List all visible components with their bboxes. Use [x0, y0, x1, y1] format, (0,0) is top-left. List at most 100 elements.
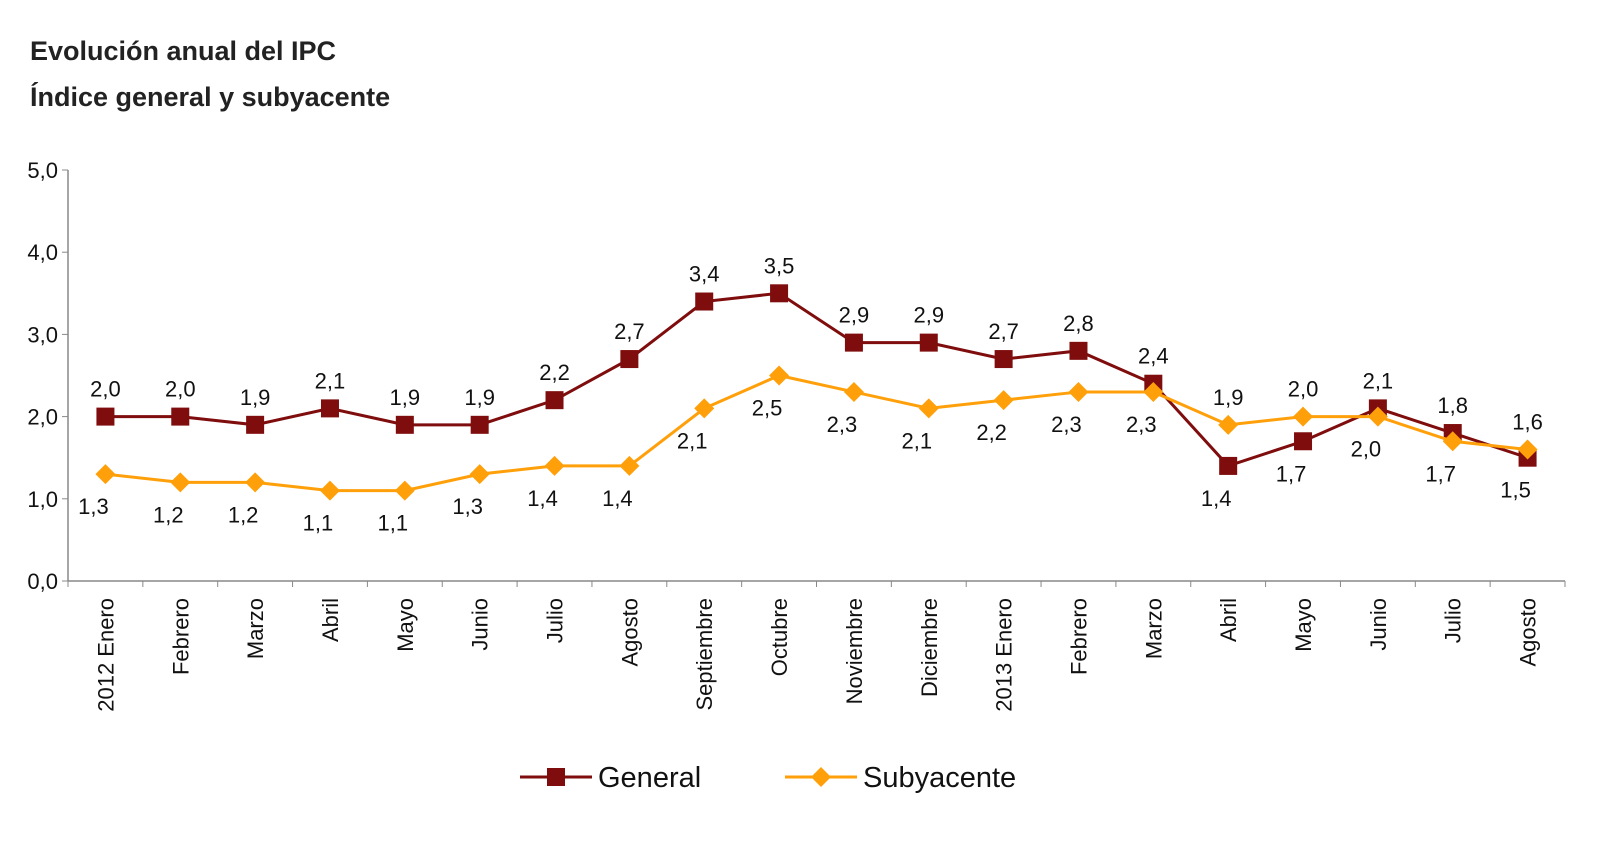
- data-label: 1,2: [228, 502, 259, 527]
- data-label: 2,1: [1363, 368, 1394, 393]
- data-point-marker: [769, 365, 790, 386]
- x-tick-label: Mayo: [1291, 598, 1316, 652]
- data-label: 2,0: [1288, 377, 1319, 402]
- data-label: 2,3: [1051, 412, 1082, 437]
- data-label: 2,9: [839, 303, 870, 328]
- data-label: 2,3: [1126, 412, 1157, 437]
- data-point-marker: [319, 480, 340, 501]
- x-tick-label: Marzo: [243, 598, 268, 659]
- x-tick-label: Diciembre: [917, 598, 942, 697]
- data-label: 2,7: [614, 319, 645, 344]
- x-tick-label: Agosto: [1516, 598, 1541, 667]
- data-label: 2,2: [976, 420, 1007, 445]
- data-point-marker: [1143, 381, 1164, 402]
- data-point-marker: [619, 455, 640, 476]
- y-tick-label: 0,0: [27, 569, 58, 594]
- legend-label: General: [598, 762, 701, 794]
- x-tick-label: Abril: [318, 598, 343, 642]
- y-tick-label: 5,0: [27, 158, 58, 183]
- data-point-marker: [1219, 456, 1238, 475]
- y-tick-label: 1,0: [27, 487, 58, 512]
- data-label: 2,2: [539, 360, 570, 385]
- x-tick-label: Abril: [1216, 598, 1241, 642]
- x-tick-label: Junio: [468, 598, 493, 651]
- x-tick-label: Marzo: [1141, 598, 1166, 659]
- data-label: 1,9: [464, 385, 495, 410]
- data-label: 1,2: [153, 502, 184, 527]
- data-point-marker: [470, 415, 489, 434]
- chart-title: Evolución anual del IPC: [30, 36, 337, 66]
- data-point-marker: [245, 472, 266, 493]
- data-point-marker: [694, 398, 715, 419]
- data-point-marker: [994, 350, 1013, 369]
- data-label: 2,8: [1063, 311, 1094, 336]
- data-point-marker: [545, 391, 564, 410]
- data-label: 1,1: [303, 511, 334, 536]
- data-point-marker: [843, 381, 864, 402]
- data-point-marker: [544, 455, 565, 476]
- x-tick-label: Noviembre: [842, 598, 867, 704]
- data-point-marker: [469, 464, 490, 485]
- data-point-marker: [320, 399, 339, 418]
- data-point-marker: [1293, 406, 1314, 427]
- data-label: 2,1: [315, 368, 346, 393]
- data-point-marker: [394, 480, 415, 501]
- data-point-marker: [170, 472, 191, 493]
- data-label: 1,1: [378, 511, 409, 536]
- data-label: 1,6: [1512, 409, 1543, 434]
- x-tick-label: Junio: [1366, 598, 1391, 651]
- data-point-marker: [246, 415, 265, 434]
- data-point-marker: [1367, 406, 1388, 427]
- data-label: 1,7: [1276, 461, 1307, 486]
- x-tick-label: 2012 Enero: [93, 598, 118, 712]
- data-label: 2,0: [1351, 437, 1382, 462]
- x-tick-label: Julio: [1441, 598, 1466, 643]
- y-tick-label: 4,0: [27, 240, 58, 265]
- x-tick-label: Febrero: [168, 598, 193, 675]
- data-point-marker: [96, 407, 115, 426]
- data-point-marker: [918, 398, 939, 419]
- data-label: 1,8: [1437, 393, 1468, 418]
- data-point-marker: [919, 333, 938, 352]
- data-point-marker: [1442, 431, 1463, 452]
- x-tick-label: Febrero: [1066, 598, 1091, 675]
- data-point-marker: [695, 292, 714, 311]
- data-label: 2,7: [988, 319, 1019, 344]
- data-point-marker: [1517, 439, 1538, 460]
- x-tick-label: Mayo: [393, 598, 418, 652]
- data-label: 1,4: [602, 486, 633, 511]
- data-label: 1,7: [1425, 461, 1456, 486]
- series-line-subyacente: [105, 373, 1528, 493]
- data-point-marker: [1068, 381, 1089, 402]
- data-label: 2,4: [1138, 344, 1169, 369]
- data-point-marker: [171, 407, 190, 426]
- x-tick-label: Agosto: [617, 598, 642, 667]
- data-label: 1,9: [1213, 385, 1244, 410]
- y-tick-label: 2,0: [27, 405, 58, 430]
- data-point-marker: [395, 415, 414, 434]
- data-label: 2,5: [752, 396, 783, 421]
- data-label: 2,1: [901, 428, 932, 453]
- data-label: 3,4: [689, 262, 720, 287]
- data-point-marker: [1218, 414, 1239, 435]
- data-label: 3,5: [764, 253, 795, 278]
- data-label: 1,9: [240, 385, 271, 410]
- x-tick-label: Septiembre: [692, 598, 717, 711]
- data-label: 2,1: [677, 428, 708, 453]
- data-point-marker: [95, 464, 116, 485]
- data-label: 2,3: [827, 412, 858, 437]
- data-point-marker: [844, 333, 863, 352]
- data-label: 2,0: [90, 377, 121, 402]
- data-label: 1,4: [527, 486, 558, 511]
- data-label: 1,3: [452, 494, 483, 519]
- chart-subtitle: Índice general y subyacente: [30, 82, 391, 112]
- data-label: 1,3: [78, 494, 109, 519]
- legend-label: Subyacente: [863, 762, 1016, 794]
- legend-marker: [547, 768, 565, 786]
- data-point-marker: [1069, 341, 1088, 360]
- x-tick-label: Octubre: [767, 598, 792, 676]
- data-point-marker: [620, 350, 639, 369]
- data-label: 1,9: [390, 385, 421, 410]
- data-point-marker: [1294, 432, 1313, 451]
